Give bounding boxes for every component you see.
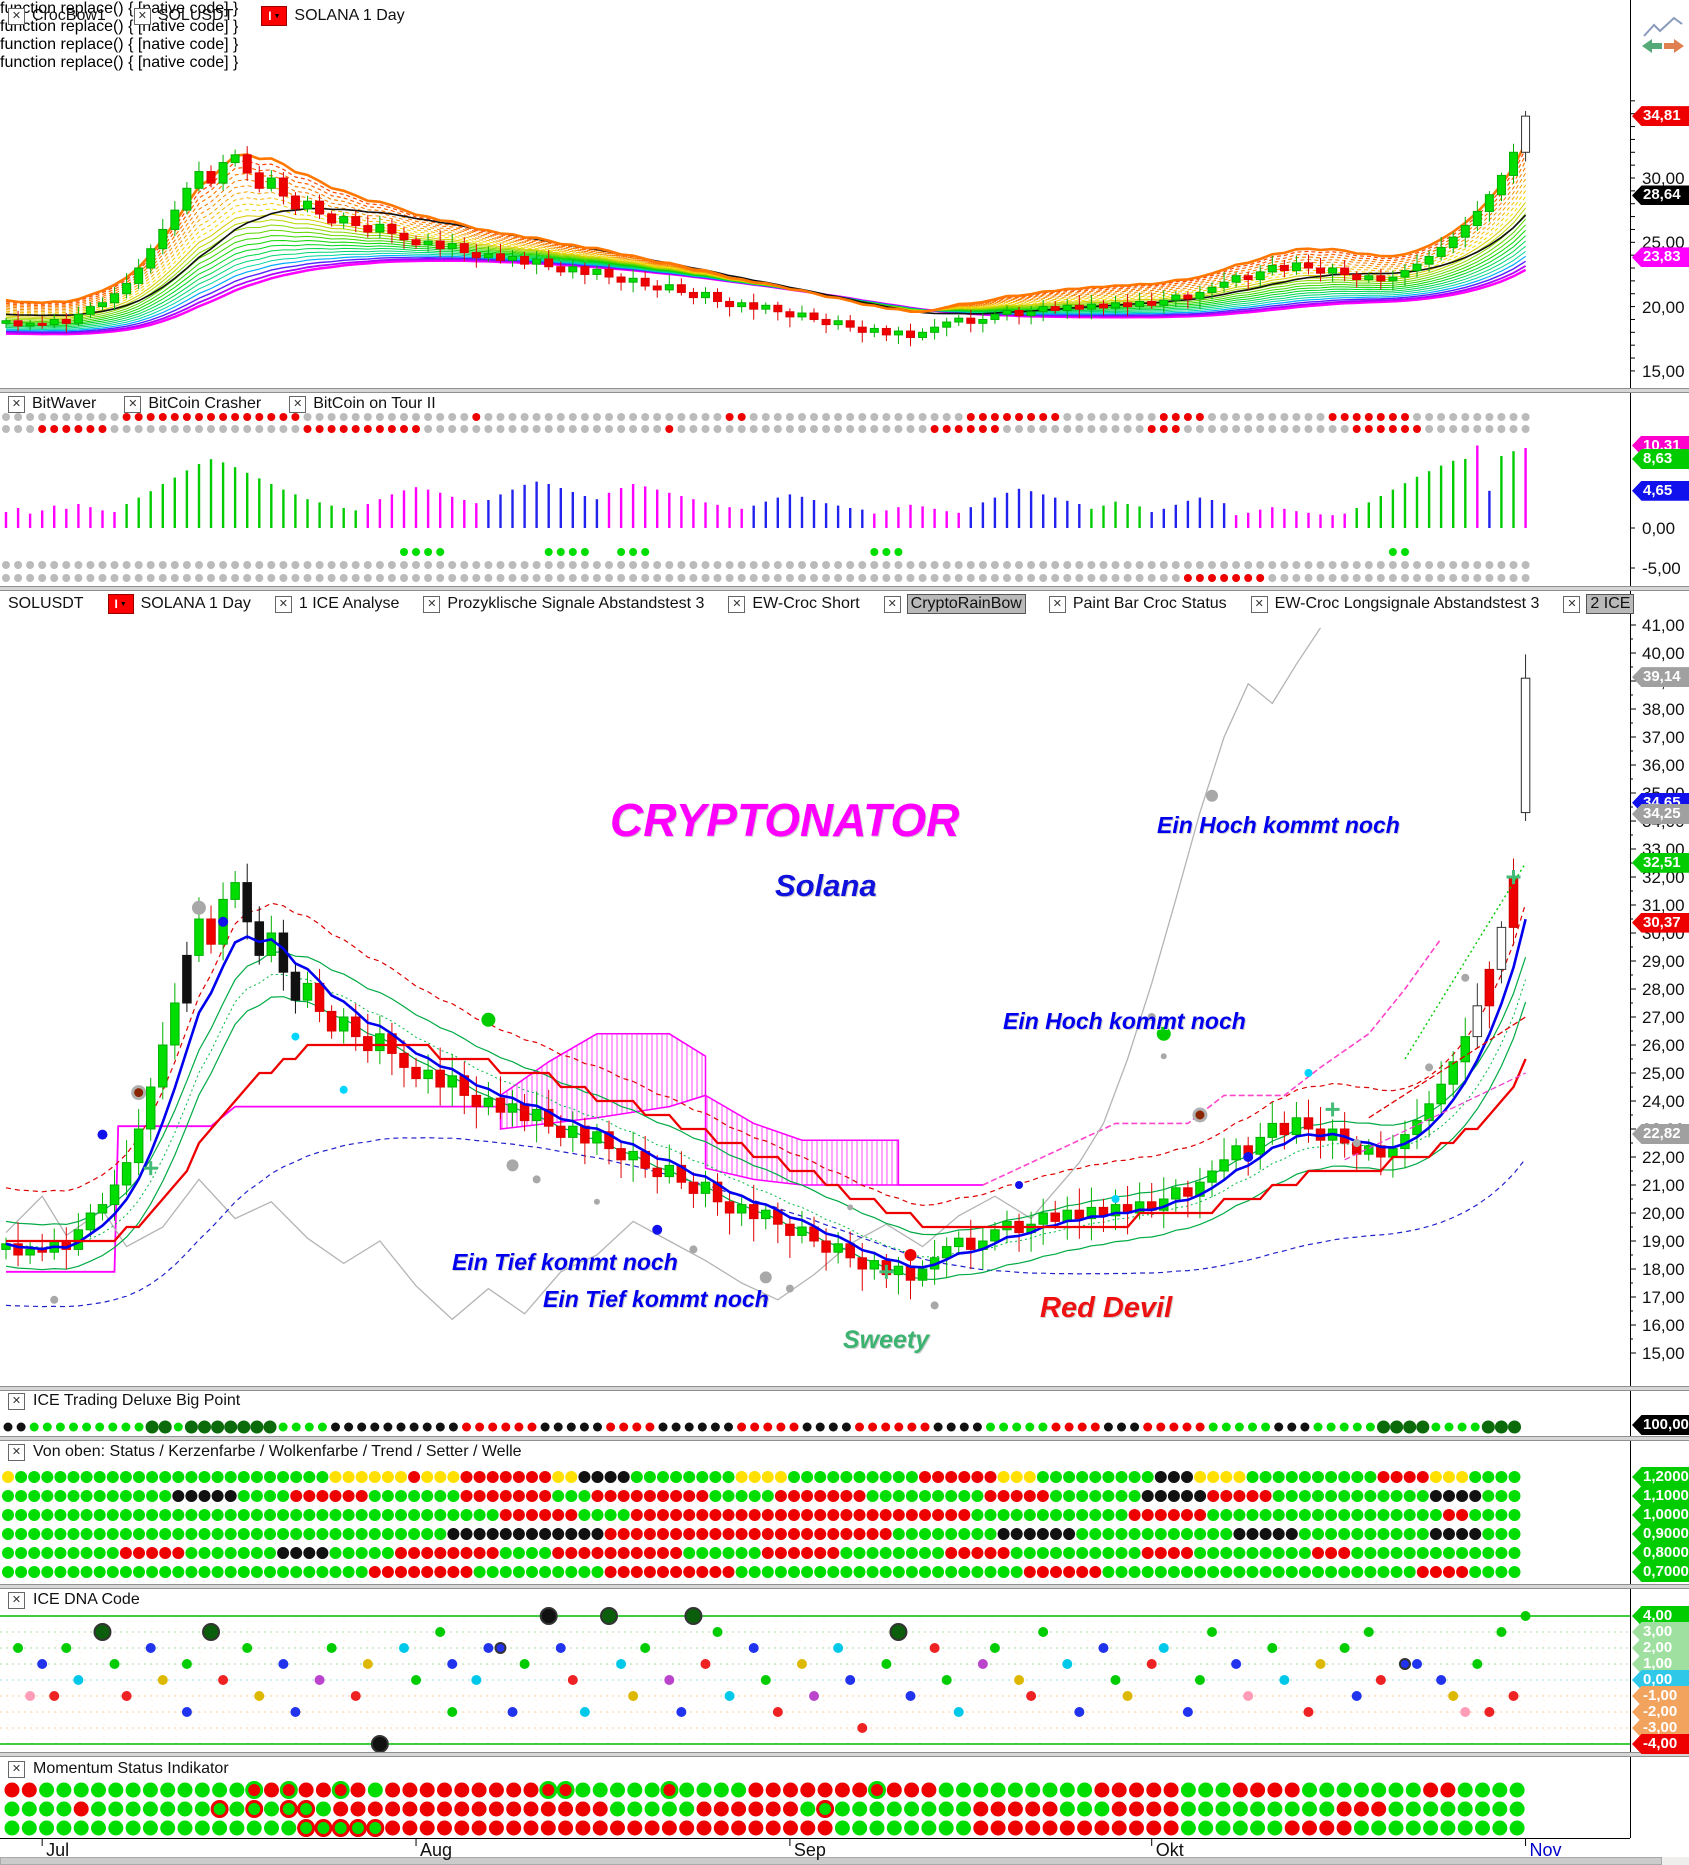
trend-arrows-icon [1642, 16, 1684, 53]
